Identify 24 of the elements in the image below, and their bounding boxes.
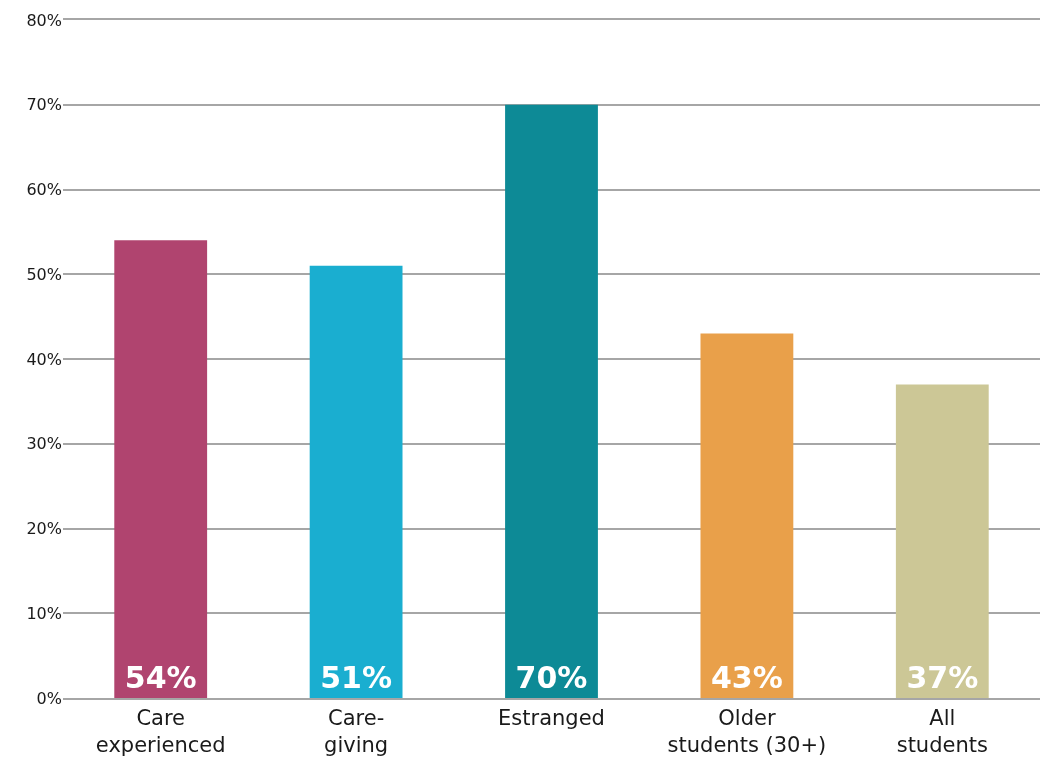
data-label: 37% — [906, 660, 979, 695]
bar — [700, 333, 794, 698]
y-tick-label: 10% — [26, 603, 62, 623]
x-tick-label: Estranged — [498, 705, 605, 730]
x-tick-label: All students — [896, 705, 988, 758]
y-tick-label: 60% — [26, 180, 62, 200]
x-tick-label: Care experienced — [95, 705, 226, 758]
data-label: 70% — [515, 660, 588, 695]
x-tick-label: Older students (30+) — [667, 705, 827, 758]
y-tick-label: 30% — [26, 434, 62, 454]
bar — [505, 104, 598, 698]
y-tick-label: 80% — [26, 10, 62, 30]
x-tick-label: Care- giving — [324, 705, 389, 758]
y-tick-label: 50% — [26, 264, 62, 284]
y-tick-label: 20% — [26, 519, 62, 539]
y-tick-label: 70% — [26, 95, 62, 115]
data-label: 43% — [710, 660, 783, 695]
data-label: 54% — [124, 660, 197, 695]
y-tick-label: 40% — [26, 349, 62, 369]
bar — [309, 265, 403, 698]
data-label: 51% — [320, 660, 393, 695]
bar — [895, 384, 989, 698]
y-tick-label: 0% — [36, 688, 62, 708]
bar — [114, 240, 208, 698]
